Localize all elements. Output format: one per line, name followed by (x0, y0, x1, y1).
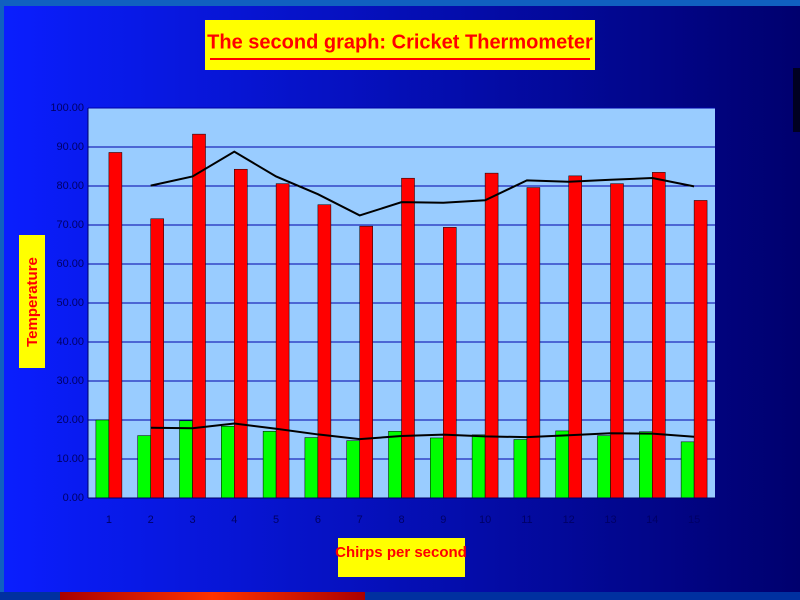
bar (639, 431, 653, 499)
bar (346, 440, 360, 499)
bar (401, 177, 415, 499)
y-tick-label: 30.00 (56, 375, 84, 387)
bar (275, 183, 290, 499)
x-label-box (338, 538, 465, 577)
side-accent (793, 68, 800, 132)
x-tick-label: 8 (398, 514, 404, 526)
x-tick-label: 15 (688, 514, 700, 526)
x-tick-label: 14 (646, 514, 658, 526)
bar (388, 431, 402, 499)
x-axis-label: Chirps per second (335, 544, 467, 561)
bar (262, 431, 277, 499)
x-tick-label: 12 (563, 514, 575, 526)
bar (555, 430, 569, 499)
bar (526, 187, 541, 499)
bar (234, 168, 248, 499)
y-label-box (19, 235, 45, 368)
bottom-accent (60, 592, 365, 600)
plot: 0.00 10.00 20.00 30.00 40.00 50.00 60.00 70.00 8… (50, 102, 715, 526)
x-tick-label: 10 (479, 514, 491, 526)
bar (443, 227, 457, 499)
x-tick-label: 2 (148, 514, 154, 526)
bar (597, 435, 611, 499)
y-axis-label: Temperature (24, 257, 41, 347)
bar (192, 133, 206, 499)
bar (610, 183, 624, 499)
y-tick-label: 10.00 (56, 453, 84, 465)
y-tick-label: 50.00 (56, 297, 84, 309)
x-tick-label: 13 (604, 514, 616, 526)
y-tick-label: 70.00 (56, 219, 84, 231)
x-tick-label: 11 (521, 514, 532, 526)
y-tick-label: 100.00 (50, 102, 84, 114)
left-border (0, 0, 4, 600)
y-tick-label: 40.00 (56, 336, 84, 348)
x-tick-label: 6 (315, 514, 321, 526)
bar (568, 175, 582, 499)
bar (150, 218, 164, 499)
bar (693, 200, 708, 499)
bottom-strip (0, 592, 800, 600)
bar (359, 225, 373, 499)
bar (513, 439, 528, 499)
x-tick-label: 1 (106, 514, 112, 526)
bar (471, 434, 486, 499)
bar (108, 152, 123, 499)
bar (221, 425, 235, 499)
x-tick-label: 5 (273, 514, 279, 526)
bar (430, 437, 444, 499)
trend-line (150, 422, 695, 441)
bar (137, 435, 151, 499)
x-tick-label: 9 (440, 514, 446, 526)
x-tick-label: 3 (189, 514, 195, 526)
top-border (0, 0, 800, 6)
bar (304, 437, 319, 499)
x-tick-label: 4 (231, 514, 237, 526)
bar (179, 420, 193, 499)
bar (652, 172, 666, 499)
y-tick-label: 80.00 (56, 180, 84, 192)
trend-line (150, 150, 695, 217)
bar (95, 419, 110, 499)
bar (317, 204, 332, 499)
chart-title: The second graph: Cricket Thermometer (207, 31, 593, 53)
x-tick-label: 7 (357, 514, 363, 526)
y-tick-label: 60.00 (56, 258, 84, 270)
y-tick-label: 20.00 (56, 414, 84, 426)
y-tick-label: 90.00 (56, 141, 84, 153)
y-tick-label: 0.00 (63, 492, 84, 504)
bar (680, 441, 695, 499)
bar (484, 172, 499, 499)
title-box (205, 20, 595, 70)
